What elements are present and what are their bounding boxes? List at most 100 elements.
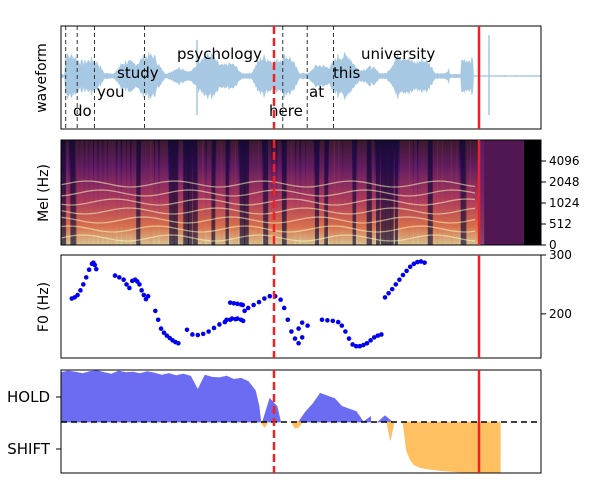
f0-point: [418, 259, 424, 264]
mel-frame-column: [225, 140, 229, 245]
mel-frame-column: [390, 140, 394, 245]
mel-frame-column: [347, 140, 353, 245]
mel-energy: [61, 140, 485, 245]
mel-frame-column: [122, 140, 127, 245]
mel-frame-column: [376, 140, 380, 245]
word-label: psychology: [177, 45, 262, 63]
mel-frame-column: [282, 140, 287, 245]
mel-frame-column: [234, 140, 239, 245]
mel-frame-column: [187, 140, 193, 245]
f0-point: [78, 288, 83, 293]
shift-label: SHIFT: [7, 440, 51, 458]
f0-point: [240, 302, 246, 308]
word-label: this: [333, 64, 361, 82]
mel-frame-column: [136, 140, 141, 245]
mel-frame-column: [220, 140, 226, 245]
mel-frame-column: [84, 140, 89, 245]
mel-frame-column: [126, 140, 131, 245]
hold-area: [61, 370, 262, 423]
mel-frame-column: [314, 140, 319, 245]
f0-point: [319, 317, 325, 323]
mel-panel: 0 512 1024 2048 4096 Mel (Hz): [36, 139, 580, 252]
hold-bump: [262, 397, 282, 423]
f0-point: [195, 332, 201, 338]
f0-point: [92, 262, 98, 268]
f0-point: [112, 273, 118, 278]
f0-point: [299, 320, 305, 325]
mel-harmonic: [61, 207, 476, 215]
mel-tick-label: 1024: [549, 196, 580, 210]
f0-point: [117, 275, 122, 280]
f0-point: [285, 317, 291, 323]
f0-point: [353, 343, 359, 349]
f0-point: [357, 343, 363, 349]
mel-frame-column: [140, 140, 146, 245]
f0-point: [361, 342, 366, 348]
mel-frame-column: [75, 140, 80, 245]
hold-bump: [297, 392, 371, 423]
f0-point: [176, 340, 181, 346]
f0-point: [375, 333, 381, 338]
mel-tick-label: 0: [549, 238, 557, 252]
f0-point: [262, 296, 267, 301]
mel-frame-column: [474, 140, 480, 245]
mel-frame-column: [408, 140, 413, 245]
word-label: do: [73, 102, 92, 120]
waveform-signal: [61, 35, 541, 115]
word-label: you: [97, 83, 125, 101]
mel-frame-column: [108, 140, 114, 245]
mel-frame: [60, 139, 542, 246]
mel-frame-column: [159, 140, 165, 245]
mel-frame-column: [441, 140, 447, 245]
mel-frame-column: [357, 140, 362, 245]
f0-point: [346, 336, 352, 341]
mel-frame-column: [460, 140, 467, 245]
f0-point: [184, 327, 190, 333]
mel-frame-column: [65, 140, 69, 245]
f0-point: [137, 282, 142, 287]
f0-point: [364, 340, 370, 346]
mel-frame-column: [394, 140, 398, 245]
mel-frame-column: [89, 140, 93, 245]
waveform-ylabel: waveform: [34, 43, 50, 113]
f0-panel: 200 300 F0 (Hz): [36, 248, 572, 359]
mel-ylabel: Mel (Hz): [36, 164, 52, 222]
f0-point: [235, 316, 240, 321]
f0-point: [343, 329, 348, 334]
word-label: at: [309, 83, 324, 101]
mel-harmonic: [61, 234, 476, 242]
mel-yticks: 0 512 1024 2048 4096: [541, 154, 580, 252]
f0-point: [139, 288, 144, 293]
f0-point: [407, 264, 413, 270]
f0-point: [422, 260, 427, 265]
mel-frame-column: [455, 140, 460, 245]
mel-frame-column: [329, 140, 335, 245]
f0-point: [121, 277, 126, 283]
mel-frame-column: [131, 140, 138, 245]
f0-point: [368, 338, 373, 343]
f0-point: [335, 319, 341, 325]
mel-frame-column: [263, 140, 269, 245]
f0-point: [281, 305, 287, 311]
mel-frame-column: [178, 140, 184, 245]
f0-point: [305, 323, 310, 328]
f0-point: [256, 299, 262, 305]
f0-tick-label: 200: [549, 307, 572, 321]
mel-tail: [479, 140, 525, 245]
mel-tick-label: 4096: [549, 154, 580, 168]
mel-frame-column: [300, 140, 306, 245]
f0-point: [93, 266, 99, 272]
mel-frame-column: [385, 140, 391, 245]
mel-frame-column: [192, 140, 198, 245]
f0-point: [400, 272, 406, 278]
f0-point: [411, 261, 417, 267]
f0-point: [155, 317, 161, 323]
mel-harmonic: [61, 198, 476, 206]
mel-frame-column: [202, 140, 206, 245]
mel-frame-column: [437, 140, 443, 245]
mel-frame-column: [61, 140, 67, 245]
mel-frame-column: [112, 140, 116, 245]
f0-point: [292, 336, 298, 341]
